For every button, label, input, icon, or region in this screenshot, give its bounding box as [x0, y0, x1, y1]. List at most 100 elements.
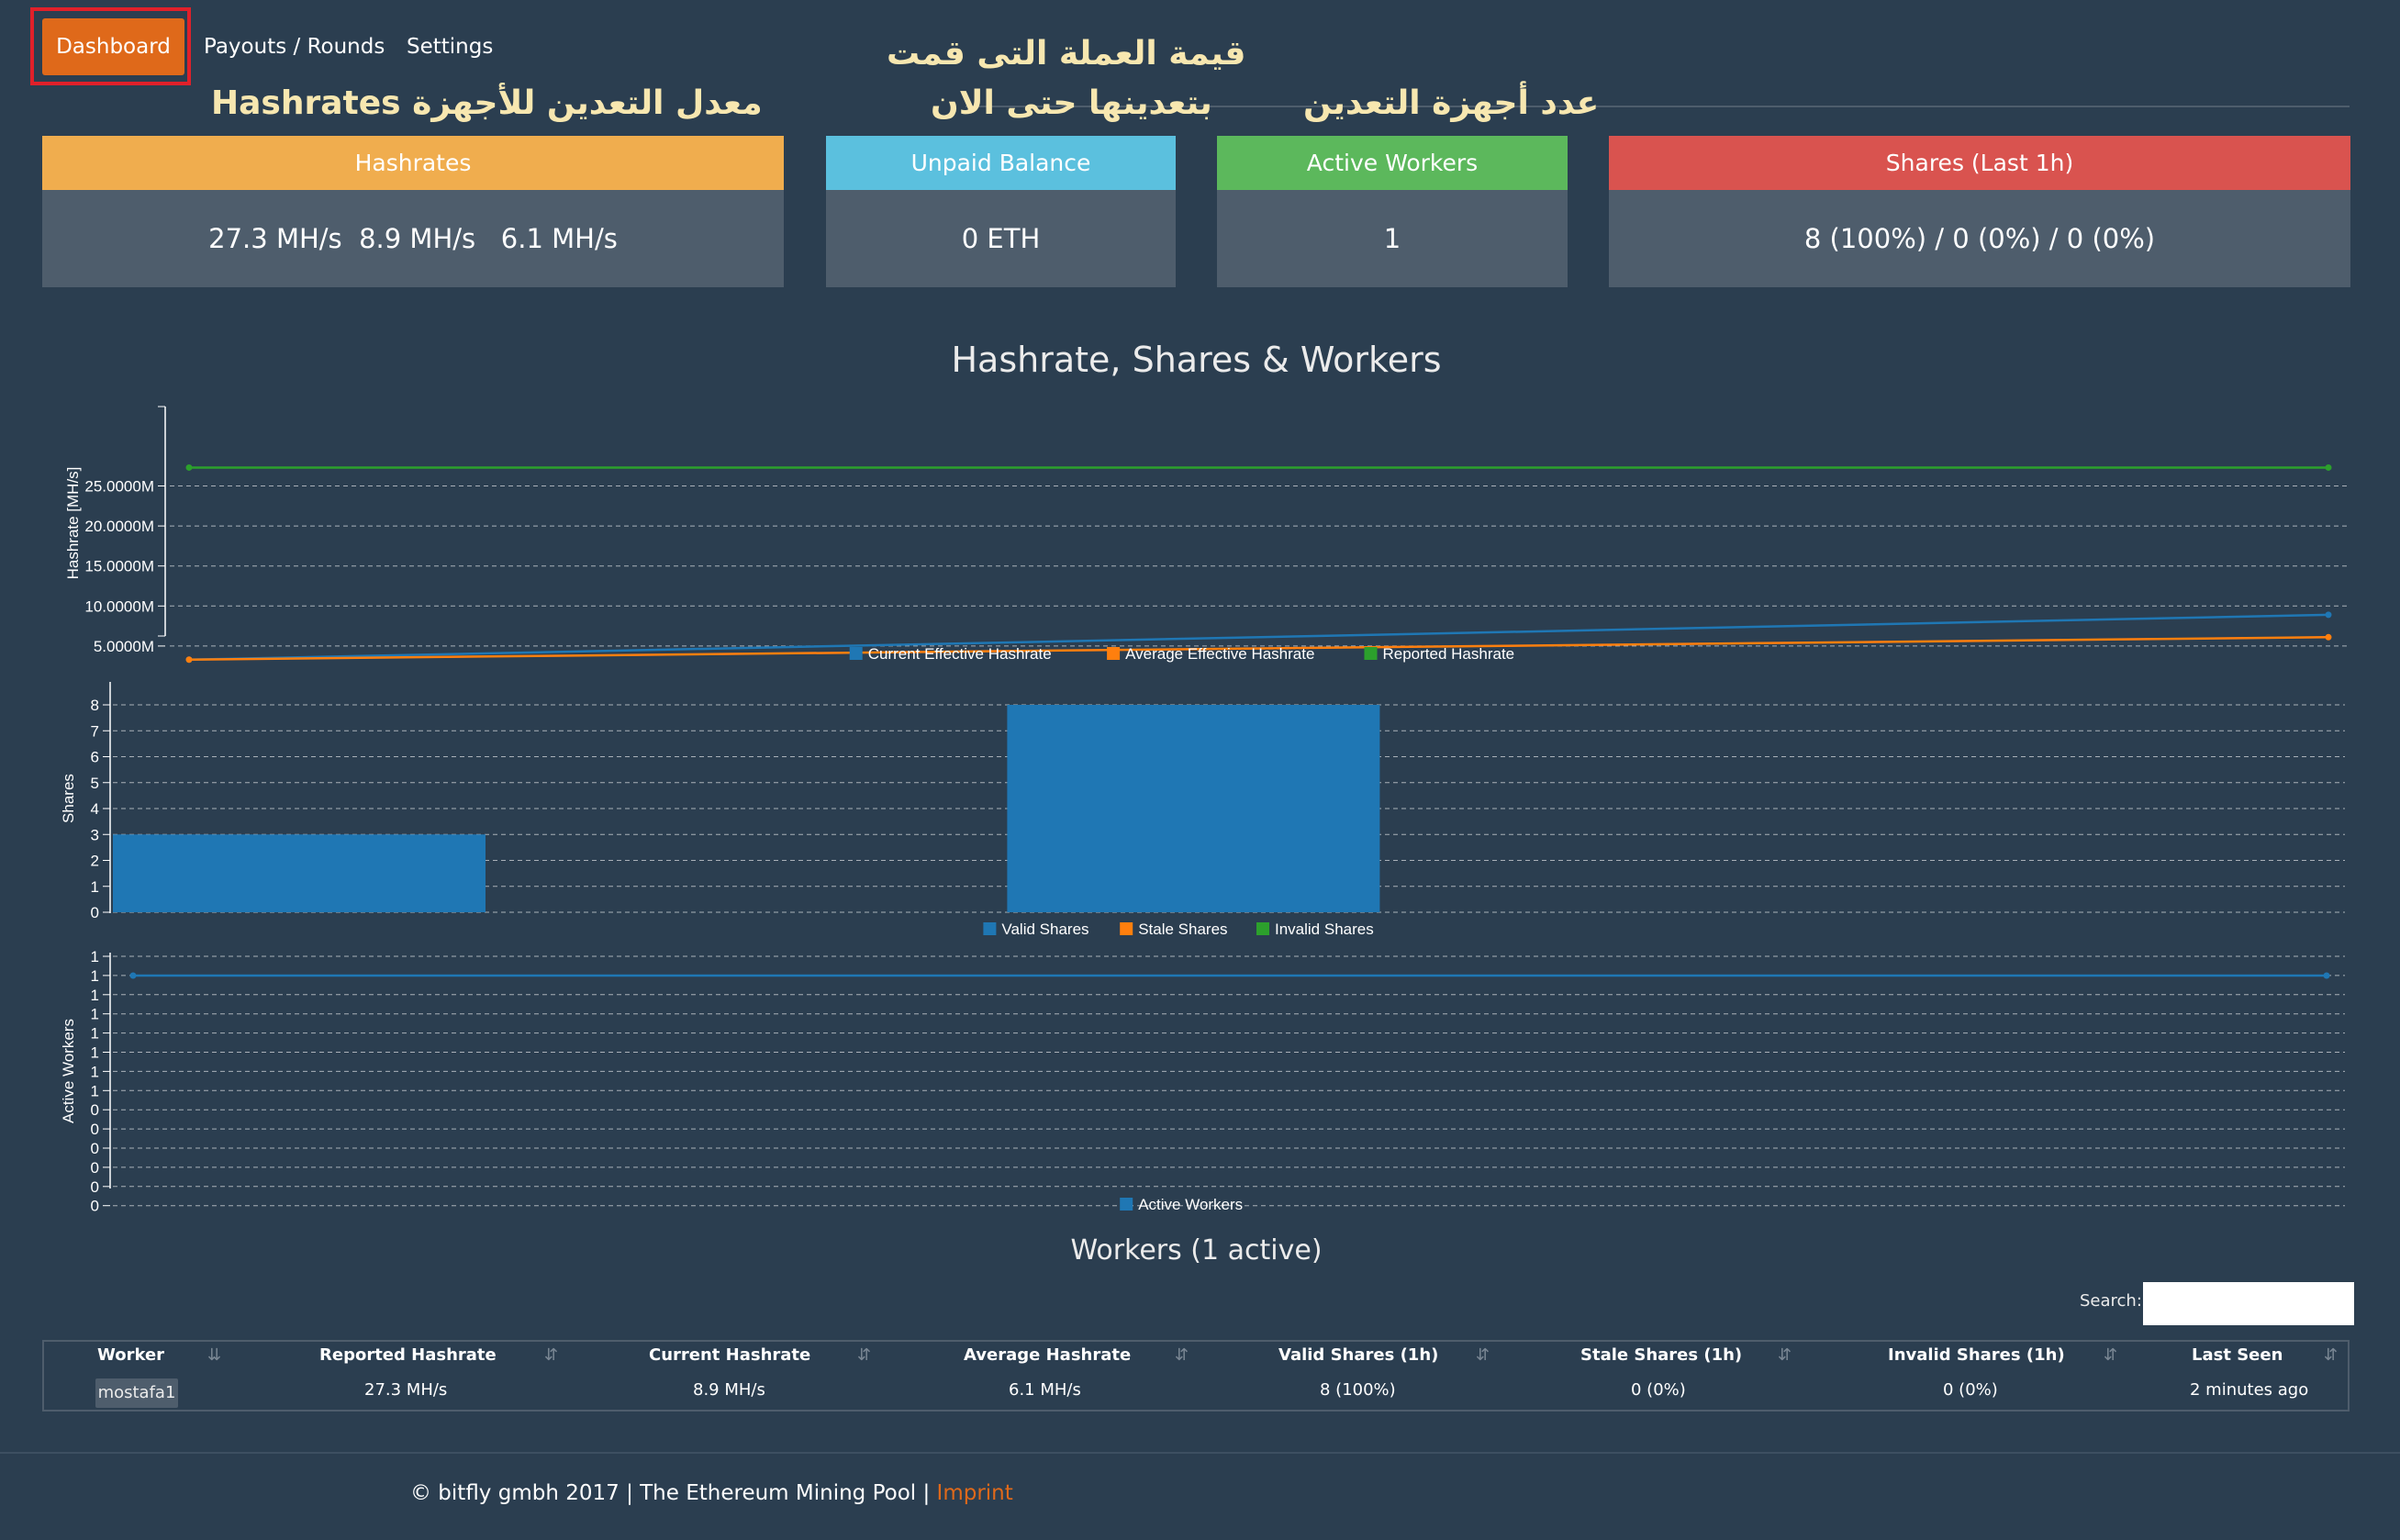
valid-shares-bar: [113, 834, 486, 912]
legend-label: Invalid Shares: [1275, 921, 1374, 938]
y-tick-label: 5.0000M: [94, 638, 154, 655]
nav-settings[interactable]: Settings: [407, 35, 494, 59]
y-tick-label: 20.0000M: [84, 518, 154, 535]
col-current-hashrate[interactable]: Current Hashrate: [649, 1345, 811, 1365]
y-tick-label: 3: [91, 826, 99, 843]
y-tick-label: 25.0000M: [84, 478, 154, 496]
y-tick-label: 0: [91, 1198, 99, 1215]
legend-swatch: [1256, 922, 1269, 935]
current-hashrate-value: 8.9 MH/s: [359, 223, 476, 254]
cell-stale-shares: 0 (0%): [1631, 1380, 1686, 1400]
cell-reported-hashrate: 27.3 MH/s: [364, 1380, 448, 1400]
sort-icon[interactable]: ⇵: [1476, 1345, 1490, 1365]
y-tick-label: 8: [91, 697, 99, 714]
col-average-hashrate[interactable]: Average Hashrate: [964, 1345, 1132, 1365]
legend-label: Reported Hashrate: [1383, 645, 1515, 663]
sort-icon[interactable]: ⇵: [544, 1345, 559, 1365]
legend-swatch: [1107, 647, 1121, 660]
footer: © bitfly gmbh 2017 | The Ethereum Mining…: [410, 1481, 1013, 1505]
nav-payouts-rounds[interactable]: Payouts / Rounds: [204, 35, 385, 59]
data-point: [129, 972, 137, 979]
data-point: [2325, 633, 2332, 641]
annotation-workers: عدد أجهزة التعدين: [1303, 84, 1600, 122]
y-tick-label: 1: [91, 987, 99, 1004]
hashrate-y-ticks: 25.0000M 20.0000M 15.0000M 10.0000M 5.0000M: [84, 406, 165, 655]
col-invalid-shares[interactable]: Invalid Shares (1h): [1888, 1345, 2065, 1365]
valid-shares-bar: [1007, 705, 1380, 912]
workers-title: Workers (1 active): [1070, 1234, 1323, 1267]
search-label: Search:: [2080, 1291, 2142, 1311]
search-input[interactable]: [2143, 1282, 2354, 1325]
data-point: [185, 656, 193, 664]
y-tick-label: 10.0000M: [84, 597, 154, 615]
data-point: [2325, 463, 2332, 471]
shares-bars: [113, 705, 1380, 912]
panel-shares-title: Shares (Last 1h): [1609, 136, 2350, 190]
legend-swatch: [983, 922, 997, 935]
y-tick-label: 1: [91, 1025, 99, 1043]
data-point: [2325, 611, 2332, 619]
panel-active-workers: Active Workers 1: [1217, 136, 1568, 287]
sort-alpha-icon[interactable]: ⇊: [207, 1345, 222, 1365]
col-reported-hashrate[interactable]: Reported Hashrate: [319, 1345, 497, 1365]
legend-label: Current Effective Hashrate: [868, 645, 1052, 663]
y-tick-label: 0: [91, 1178, 99, 1196]
charts-title: Hashrate, Shares & Workers: [951, 340, 1442, 380]
panel-workers-value: 1: [1217, 190, 1568, 287]
sort-icon[interactable]: ⇵: [1175, 1345, 1189, 1365]
workers-series: [129, 972, 2330, 979]
col-last-seen[interactable]: Last Seen: [2192, 1345, 2283, 1365]
sort-icon[interactable]: ⇵: [2324, 1345, 2339, 1365]
y-tick-label: 1: [91, 1082, 99, 1099]
worker-name-cell[interactable]: mostafa1: [95, 1378, 178, 1408]
annotation-balance-line2: بتعدينها حتى الان: [931, 84, 1212, 122]
average-hashrate-value: 6.1 MH/s: [500, 223, 618, 254]
col-stale-shares[interactable]: Stale Shares (1h): [1580, 1345, 1743, 1365]
series-line: [188, 613, 2329, 661]
y-tick-label: 1: [91, 948, 99, 965]
annotation-hashrates: معدل التعدين للأجهزة Hashrates: [211, 84, 763, 122]
y-tick-label: 1: [91, 967, 99, 985]
y-tick-label: 1: [91, 878, 99, 896]
footer-text: © bitfly gmbh 2017 | The Ethereum Mining…: [410, 1481, 937, 1505]
col-worker[interactable]: Worker: [97, 1345, 165, 1365]
workers-legend: Active Workers: [1120, 1196, 1243, 1213]
cell-invalid-shares: 0 (0%): [1943, 1380, 1998, 1400]
hashrate-series: [185, 463, 2332, 664]
y-tick-label: 15.0000M: [84, 558, 154, 575]
sort-icon[interactable]: ⇵: [1778, 1345, 1792, 1365]
hashrate-legend: Current Effective Hashrate Average Effect…: [849, 645, 1515, 663]
panel-unpaid-balance: Unpaid Balance 0 ETH: [826, 136, 1176, 287]
legend-label: Stale Shares: [1138, 921, 1227, 938]
y-tick-label: 7: [91, 722, 99, 740]
legend-swatch: [1364, 647, 1378, 660]
nav-highlight-box: [30, 7, 191, 85]
workers-gridlines: [113, 955, 2345, 1207]
y-tick-label: 4: [91, 800, 99, 818]
sort-icon[interactable]: ⇵: [2104, 1345, 2118, 1365]
panel-hashrates-body: 27.3 MH/s 8.9 MH/s 6.1 MH/s: [42, 190, 784, 287]
footer-divider: [0, 1452, 2400, 1454]
legend-swatch: [1120, 922, 1133, 935]
legend-label: Active Workers: [1138, 1196, 1243, 1213]
y-tick-label: 6: [91, 749, 99, 766]
sort-icon[interactable]: ⇵: [857, 1345, 872, 1365]
panel-hashrates: Hashrates 27.3 MH/s 8.9 MH/s 6.1 MH/s: [42, 136, 784, 287]
nav-dashboard[interactable]: Dashboard: [42, 18, 184, 75]
legend-swatch: [849, 647, 863, 660]
cell-last-seen: 2 minutes ago: [2190, 1380, 2309, 1400]
hashrate-y-label: Hashrate [MH/s]: [64, 467, 82, 580]
panel-workers-title: Active Workers: [1217, 136, 1568, 190]
y-tick-label: 0: [91, 1140, 99, 1157]
y-tick-label: 0: [91, 1101, 99, 1119]
y-tick-label: 1: [91, 1044, 99, 1062]
col-valid-shares[interactable]: Valid Shares (1h): [1278, 1345, 1439, 1365]
shares-chart: 0 1 2 3 4 5 6 7 8 Shares Valid Shares Stale Share…: [60, 682, 2345, 938]
shares-y-ticks: 0 1 2 3 4 5 6 7 8: [91, 697, 110, 921]
y-tick-label: 5: [91, 775, 99, 792]
legend-label: Valid Shares: [1001, 921, 1088, 938]
imprint-link[interactable]: Imprint: [936, 1481, 1013, 1505]
cell-average-hashrate: 6.1 MH/s: [1009, 1380, 1081, 1400]
